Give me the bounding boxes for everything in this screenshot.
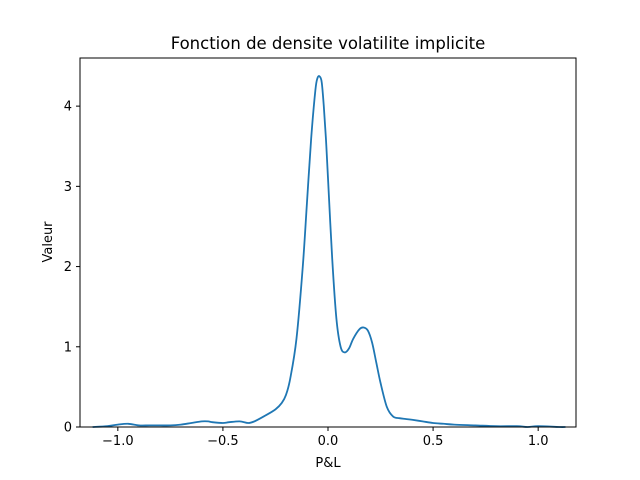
- y-tick-label: 0: [64, 421, 72, 436]
- y-tick-label: 4: [64, 100, 72, 115]
- chart-title: Fonction de densite volatilite implicite: [171, 34, 486, 53]
- series-line: [92, 75, 566, 428]
- y-tick-label: 2: [64, 260, 72, 275]
- x-axis-label: P&L: [315, 456, 341, 471]
- x-tick-label: 0.0: [318, 434, 339, 449]
- y-tick-label: 3: [64, 180, 72, 195]
- plot-area: −1.0 −0.5 0.0 0.5 1.0 0 1 2 3 4: [64, 57, 577, 449]
- y-axis-label: Valeur: [41, 221, 56, 263]
- x-tick-label: −0.5: [207, 434, 239, 449]
- x-tick-label: 0.5: [423, 434, 444, 449]
- x-tick-label: −1.0: [102, 434, 134, 449]
- x-tick-label: 1.0: [528, 434, 549, 449]
- y-tick-label: 1: [64, 340, 72, 355]
